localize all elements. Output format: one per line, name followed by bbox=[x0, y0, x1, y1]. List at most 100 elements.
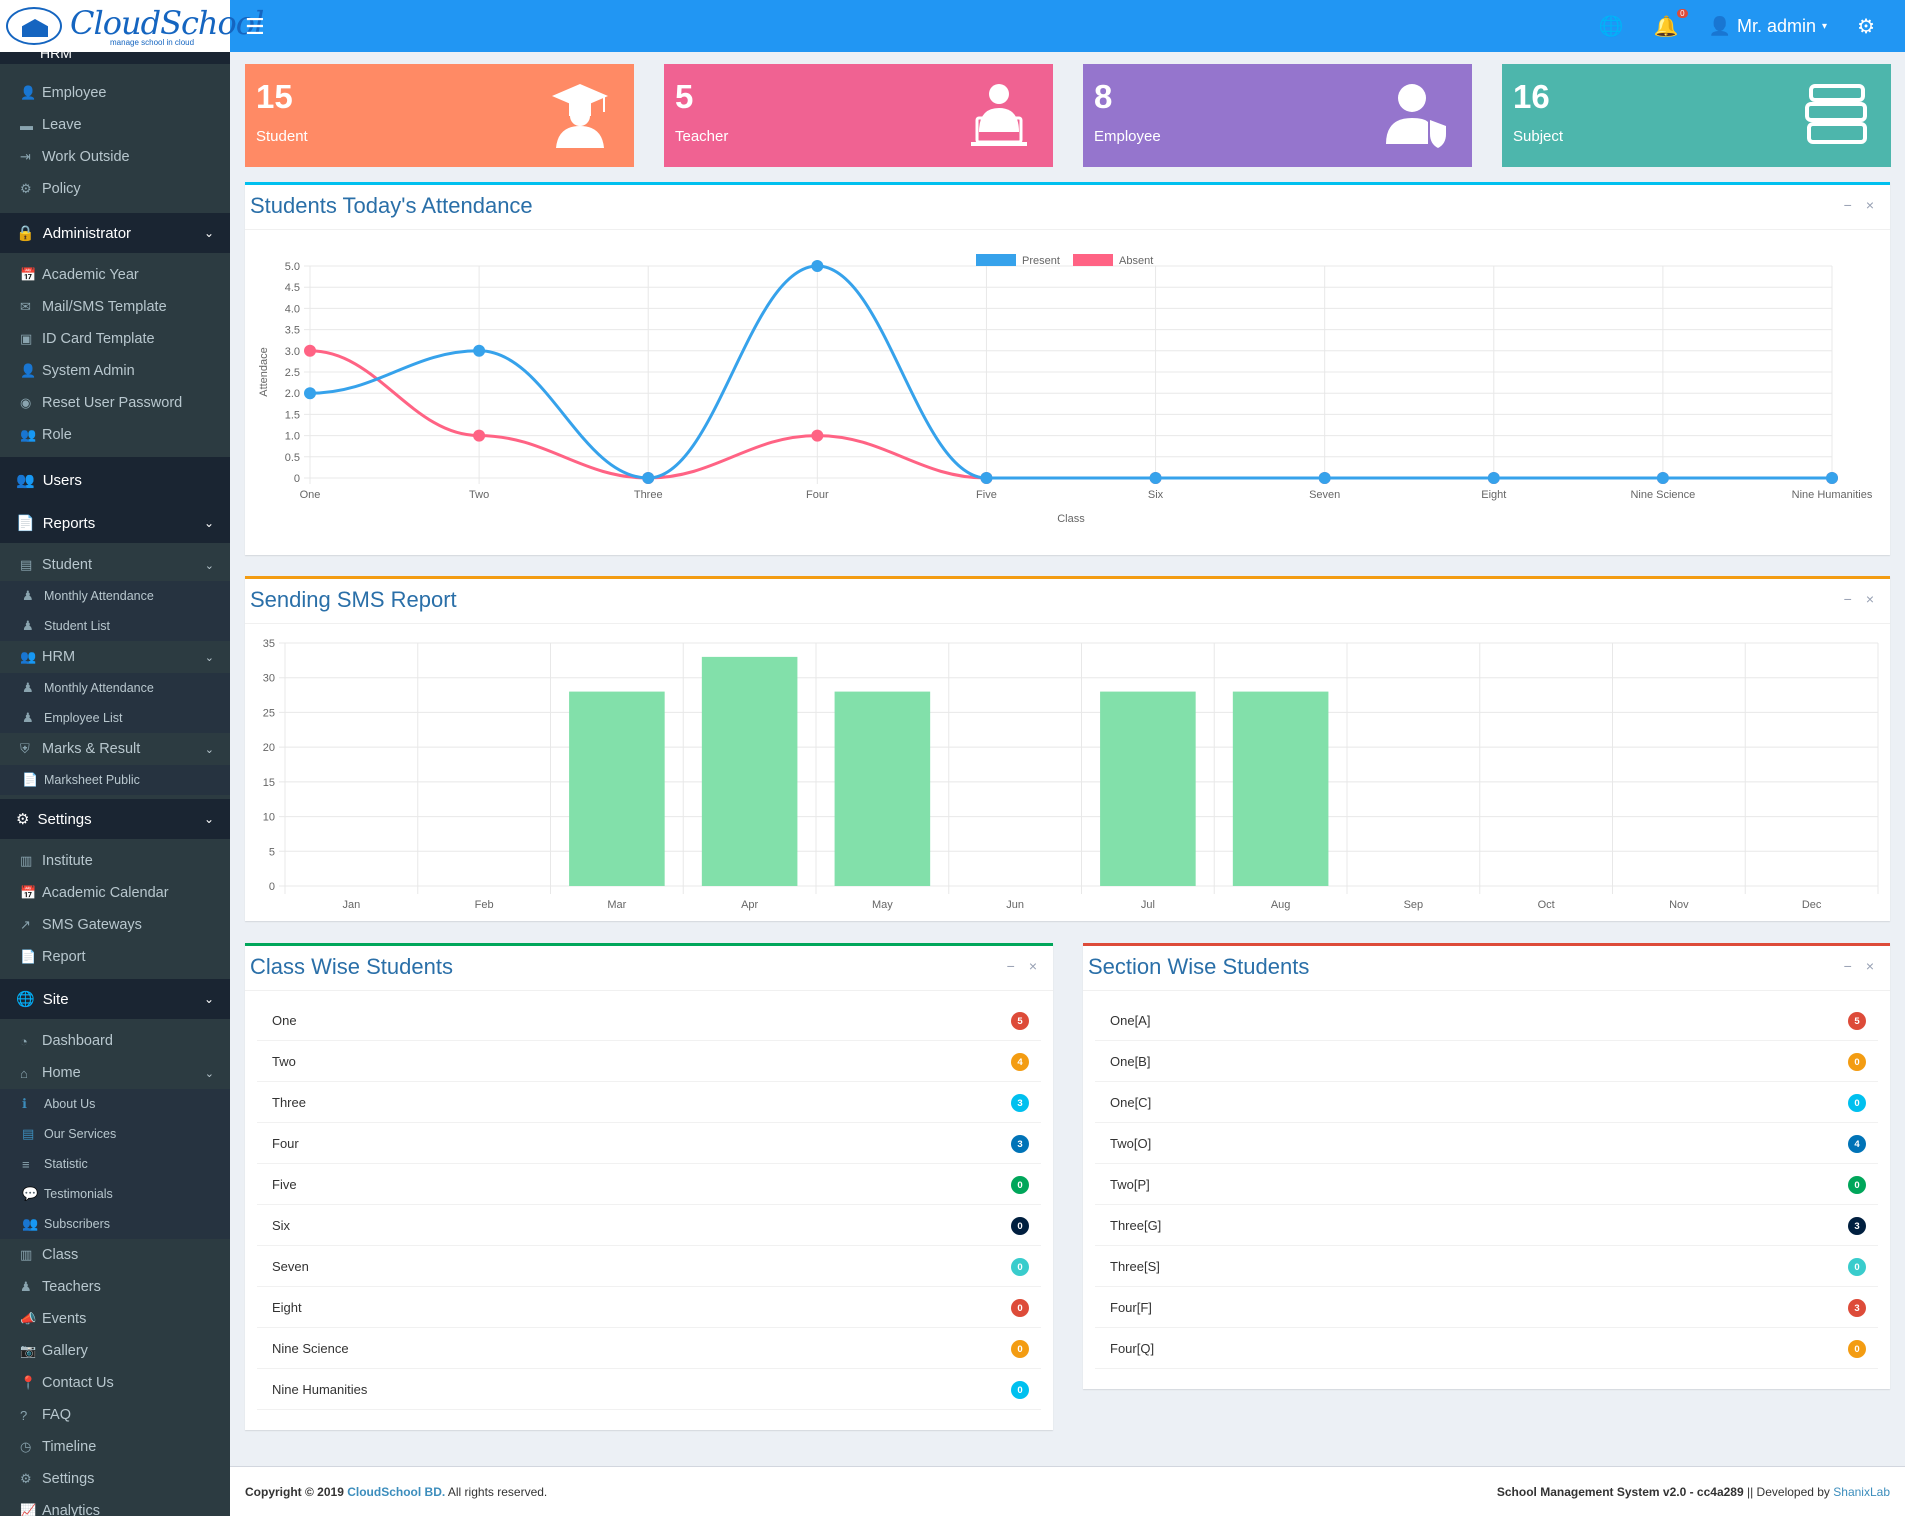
list-item: Four 3 bbox=[257, 1123, 1041, 1164]
books-icon bbox=[1805, 84, 1867, 144]
bar[interactable] bbox=[1100, 691, 1196, 886]
minimize-button[interactable]: − bbox=[1843, 958, 1852, 974]
stat-student[interactable]: 15 Student bbox=[245, 64, 634, 167]
sidebar-item-events[interactable]: 📣 Events bbox=[0, 1303, 230, 1335]
sidebar-item-reset-password[interactable]: ◉ Reset User Password bbox=[0, 387, 230, 419]
sidebar-item-institute[interactable]: ▥ Institute bbox=[0, 845, 230, 877]
x-tick-label: Sep bbox=[1404, 899, 1424, 911]
sidebar-item-our-services[interactable]: ▤ Our Services bbox=[0, 1119, 230, 1149]
data-point[interactable] bbox=[1826, 472, 1838, 484]
data-point[interactable] bbox=[1149, 472, 1162, 484]
sidebar-item-leave[interactable]: ▬ Leave bbox=[0, 109, 230, 141]
sidebar-item-hrm-monthly-attendance[interactable]: ♟ Monthly Attendance bbox=[0, 673, 230, 703]
sidebar-item-site-settings[interactable]: ⚙ Settings bbox=[0, 1463, 230, 1495]
data-point[interactable] bbox=[980, 472, 993, 484]
sidebar-item-teachers[interactable]: ♟ Teachers bbox=[0, 1271, 230, 1303]
sidebar-item-class[interactable]: ▥ Class bbox=[0, 1239, 230, 1271]
chevron-down-icon: ⌄ bbox=[204, 651, 214, 664]
sidebar-item-about-us[interactable]: ℹ About Us bbox=[0, 1089, 230, 1119]
x-tick-label: Mar bbox=[607, 899, 626, 911]
sidebar-item-report-student[interactable]: ▤ Student ⌄ bbox=[0, 549, 230, 581]
sidebar-item-student-monthly-attendance[interactable]: ♟ Monthly Attendance bbox=[0, 581, 230, 611]
user-menu[interactable]: 👤 Mr. admin ▾ bbox=[1709, 16, 1827, 37]
bar[interactable] bbox=[1232, 691, 1329, 886]
sidebar-item-statistic[interactable]: ≡ Statistic bbox=[0, 1149, 230, 1179]
globe-icon[interactable]: 🌐 bbox=[1598, 15, 1624, 38]
sidebar-item-marksheet-public[interactable]: 📄 Marksheet Public bbox=[0, 765, 230, 795]
data-point[interactable] bbox=[473, 344, 486, 357]
minimize-button[interactable]: − bbox=[1843, 591, 1852, 607]
y-tick-label: 3.5 bbox=[285, 325, 300, 337]
minimize-button[interactable]: − bbox=[1843, 197, 1852, 213]
sidebar-item-contact-us[interactable]: 📍 Contact Us bbox=[0, 1367, 230, 1399]
x-tick-label: Aug bbox=[1271, 899, 1291, 911]
bar[interactable] bbox=[834, 691, 931, 886]
close-button[interactable]: × bbox=[1865, 591, 1874, 607]
list-item: Nine Science 0 bbox=[257, 1328, 1041, 1369]
data-point[interactable] bbox=[642, 472, 655, 484]
sidebar-hrm-header[interactable]: HRM bbox=[0, 52, 230, 64]
stat-teacher[interactable]: 5 Teacher bbox=[664, 64, 1053, 167]
y-tick-label: 5 bbox=[269, 846, 275, 858]
stat-value: 16 bbox=[1513, 78, 1550, 115]
sidebar-item-policy[interactable]: ⚙ Policy bbox=[0, 173, 230, 205]
sidebar-item-employee-list[interactable]: ♟ Employee List bbox=[0, 703, 230, 733]
sidebar-settings[interactable]: ⚙ Settings ⌄ bbox=[0, 799, 230, 839]
line-chart-icon: 📈 bbox=[20, 1503, 37, 1516]
sidebar-item-system-admin[interactable]: 👤 System Admin bbox=[0, 355, 230, 387]
menu-toggle-icon[interactable]: ☰ bbox=[245, 14, 265, 39]
sidebar-item-role[interactable]: 👥 Role bbox=[0, 419, 230, 451]
sidebar-item-timeline[interactable]: ◷ Timeline bbox=[0, 1431, 230, 1463]
cogs-icon[interactable]: ⚙ bbox=[1857, 15, 1875, 38]
sidebar-administrator[interactable]: 🔒 Administrator ⌄ bbox=[0, 213, 230, 253]
data-point[interactable] bbox=[304, 344, 316, 357]
cogs-icon: ⚙ bbox=[20, 1471, 32, 1486]
sidebar-item-marks-result[interactable]: ⛨ Marks & Result ⌄ bbox=[0, 733, 230, 765]
sidebar-item-work-outside[interactable]: ⇥ Work Outside bbox=[0, 141, 230, 173]
sidebar-item-report[interactable]: 📄 Report bbox=[0, 941, 230, 973]
sidebar-item-student-list[interactable]: ♟ Student List bbox=[0, 611, 230, 641]
bell-icon[interactable]: 🔔 0 bbox=[1654, 8, 1688, 39]
sidebar-item-home[interactable]: ⌂ Home ⌄ bbox=[0, 1057, 230, 1089]
minimize-button[interactable]: − bbox=[1006, 958, 1015, 974]
data-point[interactable] bbox=[811, 260, 824, 272]
data-point[interactable] bbox=[1487, 472, 1500, 484]
data-point[interactable] bbox=[304, 387, 316, 400]
sidebar-reports[interactable]: 📄 Reports ⌄ bbox=[0, 503, 230, 543]
close-button[interactable]: × bbox=[1028, 958, 1037, 974]
bar[interactable] bbox=[569, 691, 665, 886]
sidebar-item-subscribers[interactable]: 👥 Subscribers bbox=[0, 1209, 230, 1239]
sidebar-item-academic-year[interactable]: 📅 Academic Year bbox=[0, 259, 230, 291]
developer-link[interactable]: ShanixLab bbox=[1833, 1485, 1890, 1499]
sidebar-item-faq[interactable]: ? FAQ bbox=[0, 1399, 230, 1431]
x-tick-label: Eight bbox=[1481, 489, 1506, 501]
sidebar-item-gallery[interactable]: 📷 Gallery bbox=[0, 1335, 230, 1367]
bar[interactable] bbox=[701, 656, 798, 886]
sidebar-item-dashboard[interactable]: ◔ Dashboard bbox=[0, 1025, 230, 1057]
sidebar-item-mail-sms-template[interactable]: ✉ Mail/SMS Template bbox=[0, 291, 230, 323]
stat-employee[interactable]: 8 Employee bbox=[1083, 64, 1472, 167]
sidebar-item-analytics[interactable]: 📈 Analytics bbox=[0, 1495, 230, 1516]
sidebar-item-testimonials[interactable]: 💬 Testimonials bbox=[0, 1179, 230, 1209]
comments-icon: 💬 bbox=[22, 1186, 39, 1201]
users-icon: 👥 bbox=[20, 427, 37, 442]
logo[interactable]: CloudSchool manage school in cloud bbox=[0, 0, 264, 52]
sidebar-item-sms-gateways[interactable]: ↗ SMS Gateways bbox=[0, 909, 230, 941]
data-point[interactable] bbox=[811, 429, 824, 442]
user-secret-icon: 👤 bbox=[20, 363, 37, 378]
sidebar-item-employee[interactable]: 👤 Employee bbox=[0, 77, 230, 109]
data-point[interactable] bbox=[473, 429, 486, 442]
stat-subject[interactable]: 16 Subject bbox=[1502, 64, 1891, 167]
x-tick-label: Jun bbox=[1006, 899, 1024, 911]
data-point[interactable] bbox=[1318, 472, 1331, 484]
sidebar-item-id-card-template[interactable]: ▣ ID Card Template bbox=[0, 323, 230, 355]
close-button[interactable]: × bbox=[1865, 197, 1874, 213]
sidebar-item-academic-calendar[interactable]: 📅 Academic Calendar bbox=[0, 877, 230, 909]
company-link[interactable]: CloudSchool BD. bbox=[347, 1485, 446, 1499]
building-icon: ▥ bbox=[20, 853, 33, 868]
sidebar-site[interactable]: 🌐 Site ⌄ bbox=[0, 979, 230, 1019]
data-point[interactable] bbox=[1656, 472, 1669, 484]
sidebar-item-users[interactable]: 👥 Users bbox=[0, 457, 230, 503]
close-button[interactable]: × bbox=[1865, 958, 1874, 974]
sidebar-item-report-hrm[interactable]: 👥 HRM ⌄ bbox=[0, 641, 230, 673]
